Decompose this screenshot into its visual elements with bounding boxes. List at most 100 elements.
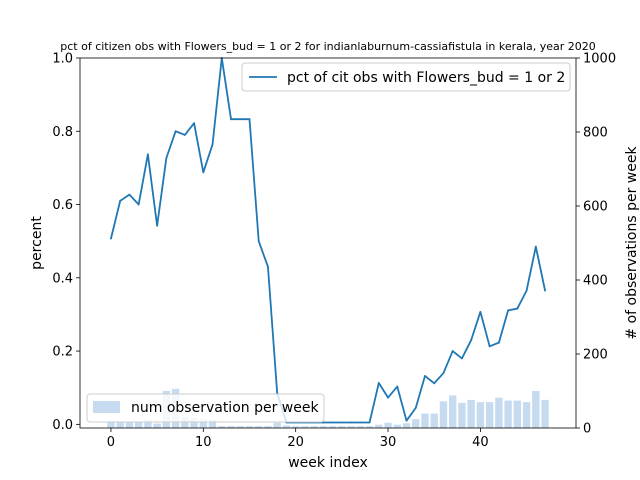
observation-bar — [476, 402, 485, 428]
bar-legend-swatch — [93, 401, 120, 413]
observation-bar — [384, 422, 392, 428]
percent-point — [156, 224, 159, 227]
percent-point — [119, 199, 122, 202]
percent-point — [165, 157, 168, 159]
observation-bar — [356, 426, 365, 428]
percent-point — [257, 240, 260, 243]
observation-bar — [522, 402, 531, 428]
observation-bar — [301, 426, 309, 428]
observation-bar — [458, 402, 466, 428]
y-right-tick-label: 600 — [583, 200, 608, 215]
observation-bar — [199, 418, 208, 428]
percent-point — [534, 245, 537, 248]
y-tick-label: 0.6 — [52, 198, 73, 213]
observation-bar — [365, 426, 374, 428]
observation-bar — [513, 400, 522, 428]
observation-bar — [208, 419, 217, 428]
y-axis-left: 0.0 0.2 0.4 0.6 0.8 1.0 — [52, 52, 80, 433]
observation-bar — [116, 421, 124, 428]
observation-bar — [412, 419, 420, 428]
line-legend: pct of cit obs with Flowers_bud = 1 or 2 — [241, 62, 571, 92]
observation-bar — [227, 426, 235, 428]
chart-title: pct of citizen obs with Flowers_bud = 1 … — [60, 40, 595, 53]
percent-point — [146, 153, 149, 156]
observation-bar — [448, 395, 457, 428]
percent-point — [479, 310, 482, 313]
observation-bar — [218, 426, 226, 428]
percent-point — [368, 421, 371, 424]
y-axis-label: percent — [29, 216, 45, 270]
percent-point — [387, 396, 389, 399]
observation-bar — [245, 426, 254, 428]
percent-point — [470, 339, 473, 341]
percent-point — [396, 385, 399, 388]
observation-bar — [402, 423, 411, 428]
observation-bar — [439, 401, 448, 428]
percent-point — [525, 289, 528, 292]
x-tick-label: 10 — [195, 435, 212, 450]
percent-point — [442, 372, 445, 374]
observation-bar — [255, 426, 263, 428]
observation-bar — [393, 424, 401, 428]
observation-bar — [144, 419, 152, 428]
observation-bar — [310, 426, 318, 428]
observation-bar — [347, 426, 355, 428]
y-tick-label: 0.2 — [52, 345, 73, 360]
plot-frame — [79, 57, 577, 429]
percent-point — [414, 406, 417, 409]
observation-bar — [319, 426, 328, 428]
observation-bar — [504, 400, 512, 428]
percent-point — [211, 143, 214, 146]
x-axis: 0 10 20 30 40 — [107, 428, 489, 450]
bar-legend: num observation per week — [86, 393, 325, 423]
percent-point — [137, 203, 140, 206]
observation-bar — [495, 397, 503, 428]
percent-point — [433, 382, 436, 385]
percent-point — [110, 237, 112, 240]
percent-point — [359, 421, 362, 424]
x-tick-label: 20 — [287, 435, 304, 450]
y-axis-right: 0 200 400 600 800 1000 — [576, 52, 616, 437]
y-right-tick-label: 1000 — [583, 52, 616, 67]
observation-bar — [236, 426, 244, 428]
percent-point — [424, 375, 426, 377]
percent-series-line — [110, 57, 546, 424]
observation-bar — [264, 426, 272, 428]
y-right-tick-label: 800 — [583, 126, 608, 141]
observation-bar — [430, 413, 438, 428]
observation-bar — [467, 399, 475, 428]
y-tick-label: 0.0 — [52, 418, 73, 433]
y-right-tick-label: 400 — [583, 274, 608, 289]
bar-legend-label: num observation per week — [131, 400, 319, 416]
x-tick-label: 0 — [107, 435, 115, 450]
line-legend-box — [241, 62, 571, 92]
percent-point — [174, 130, 177, 133]
percent-point — [488, 345, 491, 348]
observation-bar — [291, 426, 300, 428]
observation-bar — [532, 391, 540, 428]
observation-bar — [328, 426, 337, 428]
observation-bar — [282, 425, 291, 428]
percent-point — [451, 350, 454, 352]
observation-bar — [375, 424, 383, 428]
percent-point — [193, 122, 195, 125]
y-tick-label: 0.4 — [52, 271, 73, 286]
percent-point — [202, 171, 205, 174]
percent-line-layer — [110, 57, 546, 424]
observation-bar — [421, 413, 429, 428]
percent-point — [461, 357, 463, 360]
y-tick-label: 0.8 — [52, 125, 73, 140]
percent-point — [340, 421, 343, 424]
x-tick-label: 40 — [472, 435, 489, 450]
observation-bar — [134, 422, 143, 428]
y-axis-right-label: # of observations per week — [624, 146, 640, 340]
y-right-tick-label: 200 — [583, 348, 608, 363]
observation-bar — [125, 422, 134, 428]
observation-bar — [153, 423, 161, 428]
percent-point — [128, 193, 131, 196]
percent-point — [516, 307, 519, 310]
line-legend-label: pct of cit obs with Flowers_bud = 1 or 2 — [287, 70, 565, 86]
percent-point — [239, 118, 242, 121]
y-right-tick-label: 0 — [583, 422, 591, 437]
percent-point — [507, 309, 510, 312]
